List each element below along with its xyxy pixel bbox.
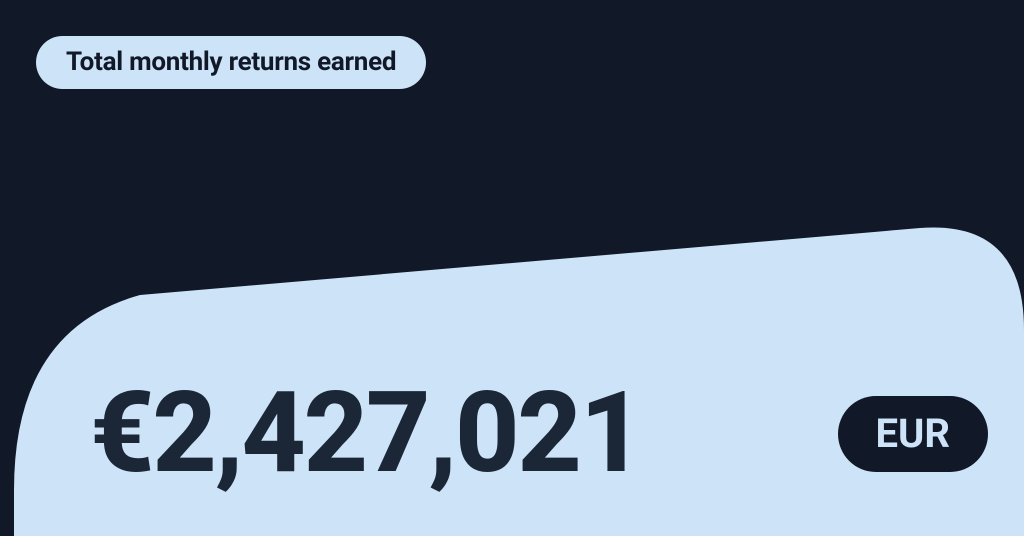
returns-summary-card: Total monthly returns earned €2,427,021 …: [0, 0, 1024, 536]
returns-title-label: Total monthly returns earned: [66, 47, 396, 77]
value-row: €2,427,021 EUR: [0, 378, 1024, 490]
currency-pill: EUR: [838, 396, 989, 472]
currency-code: EUR: [876, 410, 951, 457]
returns-title-badge: Total monthly returns earned: [36, 36, 426, 89]
returns-value: €2,427,021: [90, 378, 642, 490]
